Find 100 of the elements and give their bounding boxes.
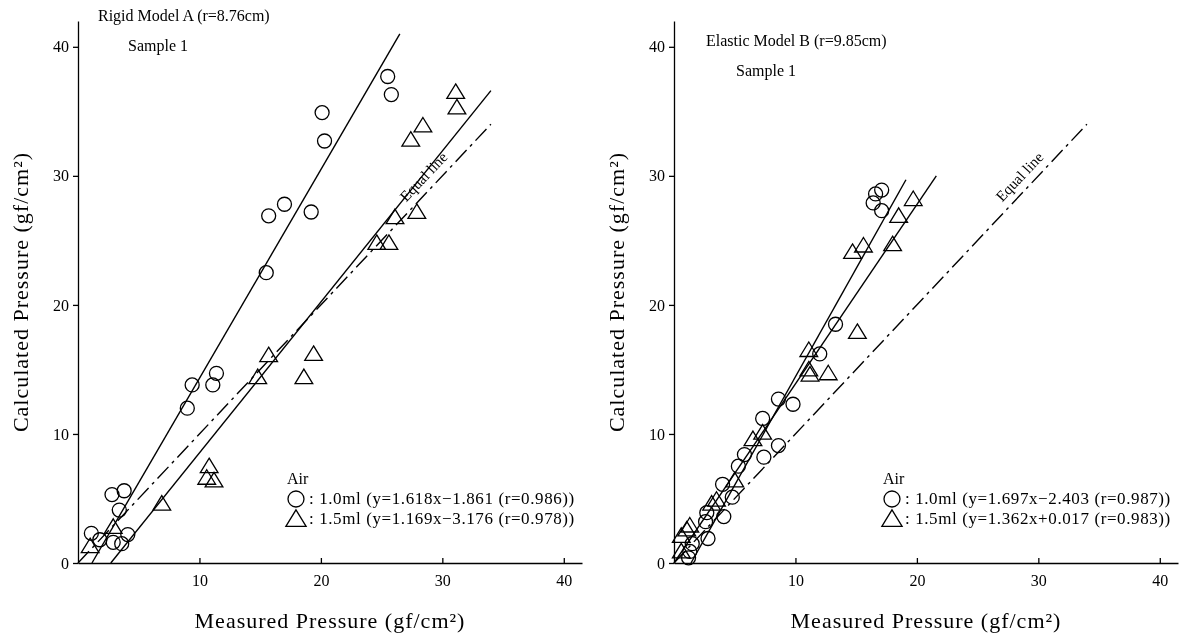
point [446, 83, 466, 100]
point [379, 234, 399, 251]
point [92, 532, 108, 548]
point [853, 236, 873, 253]
y-tick-label: 40 [53, 38, 69, 56]
point [413, 116, 433, 133]
x-tick-label: 40 [1152, 572, 1169, 590]
point [874, 182, 890, 198]
point [401, 131, 421, 147]
text: Elastic Model B (r=9.85cm) [706, 32, 887, 50]
point [812, 346, 828, 362]
point [707, 491, 727, 507]
chart-title: Rigid Model A (r=8.76cm) [98, 7, 270, 25]
y-axis-title: Calculated Pressure (gf/cm²) [8, 151, 33, 433]
point [447, 98, 467, 115]
point [799, 341, 819, 358]
x-tick-label: 20 [313, 572, 330, 590]
point [248, 368, 268, 385]
point [680, 550, 697, 566]
point [743, 430, 763, 447]
x-axis-title: Measured Pressure (gf/cm²) [790, 608, 1062, 633]
point [847, 323, 867, 340]
point [367, 234, 387, 251]
y-tick-label: 10 [649, 425, 665, 443]
point [680, 516, 700, 533]
point [204, 471, 224, 488]
point [730, 458, 747, 474]
y-tick-label: 30 [53, 167, 69, 185]
point [261, 208, 277, 224]
text: Sample 1 [128, 37, 188, 55]
point [116, 483, 132, 499]
point [83, 525, 100, 541]
point [724, 489, 740, 505]
point [865, 195, 881, 211]
legend-title: Air [286, 470, 309, 487]
legend-label: : 1.5ml (y=1.362x+0.017 (r=0.983)) [904, 509, 1171, 528]
x-tick-label: 30 [434, 572, 451, 590]
y-tick-label: 0 [657, 554, 665, 572]
point [843, 243, 863, 260]
point [120, 526, 136, 543]
point [753, 423, 773, 440]
point [874, 203, 890, 219]
x-tick-label: 40 [556, 572, 573, 590]
point [380, 68, 396, 85]
point [80, 537, 100, 554]
point [818, 364, 838, 381]
point [314, 104, 330, 121]
point [383, 86, 399, 103]
legend-title: Air [882, 470, 905, 487]
point [682, 543, 698, 560]
point [700, 530, 716, 547]
point [199, 457, 219, 474]
point [179, 400, 195, 416]
text: Sample 1 [736, 62, 796, 80]
point [316, 133, 333, 149]
point [259, 346, 279, 363]
point [208, 365, 225, 381]
point [785, 396, 801, 412]
point [276, 196, 293, 212]
point [303, 204, 319, 220]
point [184, 377, 200, 393]
point [756, 449, 772, 465]
point [684, 535, 700, 552]
legend-label: : 1.0ml (y=1.697x−2.403 (r=0.987)) [904, 489, 1171, 508]
point [671, 542, 691, 559]
point [714, 476, 731, 492]
point [304, 345, 324, 362]
point [889, 207, 909, 223]
point [197, 469, 217, 485]
point [205, 377, 221, 393]
point [736, 446, 753, 463]
x-tick-label: 10 [787, 572, 804, 590]
point [677, 520, 697, 537]
legend-label: : 1.5ml (y=1.169x−3.176 (r=0.978)) [308, 509, 575, 528]
point [104, 486, 120, 503]
x-tick-label: 20 [909, 572, 926, 590]
point [111, 502, 127, 518]
y-tick-label: 20 [649, 296, 665, 314]
point [258, 264, 274, 281]
x-tick-label: 30 [1030, 572, 1047, 590]
point [770, 437, 787, 454]
point [702, 494, 722, 511]
point [294, 368, 314, 385]
y-tick-label: 10 [53, 425, 69, 443]
x-tick-label: 10 [191, 572, 208, 590]
point [827, 316, 844, 332]
point [671, 527, 691, 543]
point [883, 235, 903, 252]
point [152, 494, 172, 511]
legend-label: : 1.0ml (y=1.618x−1.861 (r=0.986)) [308, 489, 575, 508]
point [867, 186, 884, 202]
point [755, 410, 771, 427]
point [799, 360, 819, 377]
point [800, 365, 820, 382]
point [697, 514, 714, 530]
point [114, 535, 130, 552]
x-axis-title: Measured Pressure (gf/cm²) [194, 608, 466, 633]
point [903, 190, 923, 207]
y-tick-label: 0 [61, 554, 69, 572]
point [385, 208, 405, 225]
